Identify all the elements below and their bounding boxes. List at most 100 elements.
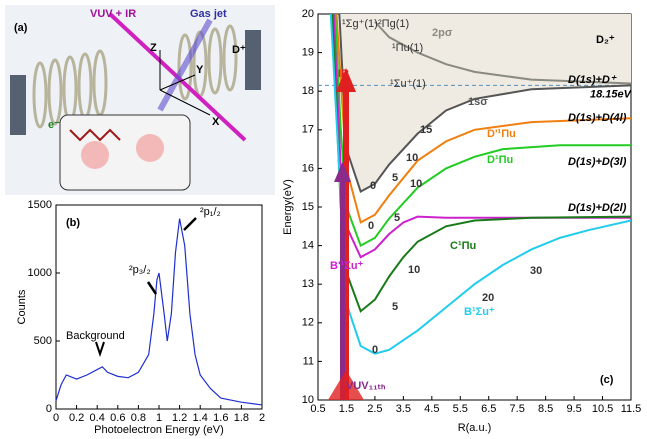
annotation: IR xyxy=(338,68,349,80)
x-tick-label: 1 xyxy=(156,412,162,424)
y-tick-label: 10 xyxy=(302,394,314,406)
x-tick-label: 0.6 xyxy=(110,412,125,424)
panel-label: (c) xyxy=(600,374,614,386)
x-tick-label: 0.4 xyxy=(90,412,105,424)
illustration xyxy=(5,5,275,195)
y-tick-label: 15 xyxy=(302,201,314,213)
x-tick-label: 0 xyxy=(53,412,59,424)
annotation: 15 xyxy=(420,124,432,136)
annotation: 10 xyxy=(408,264,420,276)
annotation: D(1s)+D⁺ xyxy=(568,74,617,86)
y-tick-label: 16 xyxy=(302,162,314,174)
annotation: 0 xyxy=(368,220,374,232)
annotation: 20 xyxy=(482,292,494,304)
annotation: 0 xyxy=(372,344,378,356)
inset xyxy=(59,114,191,191)
x-tick-label: 2 xyxy=(259,412,265,424)
x-tick-label: 9.5 xyxy=(566,403,581,415)
continuum-shade xyxy=(339,14,631,192)
x-tick-label: 8.5 xyxy=(538,403,553,415)
annotation: ²p₃/₂ xyxy=(129,264,151,276)
ion xyxy=(136,134,164,162)
arrow xyxy=(183,217,197,231)
plot-area xyxy=(318,14,631,355)
threshold-label: 18.15eV xyxy=(590,88,633,100)
arrow-base xyxy=(328,370,364,400)
annotation: ¹Σu⁺(1) xyxy=(390,78,426,90)
x-tick-label: 1.5 xyxy=(339,403,354,415)
x-tick-label: 4.5 xyxy=(424,403,439,415)
field xyxy=(69,128,121,142)
axis-y xyxy=(159,74,196,91)
annotation: D(1s)+D(3l) xyxy=(568,156,627,168)
y-tick-label: 18 xyxy=(302,85,314,97)
axis-x xyxy=(159,89,211,116)
vuv-arrow-head xyxy=(334,162,351,182)
annotation: 5 xyxy=(392,172,398,184)
arrow xyxy=(146,281,158,295)
y-tick-label: 11 xyxy=(303,355,314,367)
vuv-arrow xyxy=(340,180,345,400)
annotation: 0 xyxy=(370,180,376,192)
x-tick-label: 2.5 xyxy=(367,403,382,415)
detector xyxy=(245,30,261,90)
series-label: B¹Σu⁺ xyxy=(464,306,495,318)
annotation: 30 xyxy=(530,265,542,277)
series-line xyxy=(338,14,631,194)
annotation: 10 xyxy=(406,152,418,164)
annotation: ¹Πu(1) xyxy=(392,42,423,54)
y-axis-label: Counts xyxy=(16,289,28,324)
annotation: ²p₁/₂ xyxy=(200,206,221,218)
series-label: 1sσ xyxy=(468,96,488,108)
panel-label: (a) xyxy=(14,22,28,34)
annotation: D(1s)+D(4l) xyxy=(568,112,627,124)
annotation: Background xyxy=(66,330,125,342)
illustration-label: Y xyxy=(196,64,204,76)
x-tick-label: 1.2 xyxy=(172,412,187,424)
illustration-label: Z xyxy=(150,42,157,54)
gas-jet xyxy=(157,18,213,112)
annotation: 5 xyxy=(392,301,398,313)
annotation: D(1s)+D(2l) xyxy=(568,202,627,214)
annotation: ²Πg(1) xyxy=(378,18,409,30)
series-label: D'¹Πu xyxy=(487,128,516,140)
y-tick-label: 19 xyxy=(302,47,314,59)
illustration-label: X xyxy=(212,116,220,128)
x-tick-label: 7.5 xyxy=(510,403,525,415)
x-tick-label: 1.4 xyxy=(193,412,208,424)
x-tick-label: 11.5 xyxy=(621,403,642,415)
illustration-label: D⁺ xyxy=(232,44,246,56)
annotation: VUV₁₁ₜₕ xyxy=(346,380,386,392)
x-tick-label: 10.5 xyxy=(592,403,613,415)
illustration-label: VUV + IR xyxy=(90,8,136,20)
panel-label: (b) xyxy=(66,217,80,229)
y-tick-label: 1000 xyxy=(28,267,52,279)
illustration-label: e⁻ xyxy=(48,119,60,131)
y-tick-label: 0 xyxy=(46,403,52,415)
ir-arrow xyxy=(343,90,349,400)
x-axis-label: Photoelectron Energy (eV) xyxy=(94,424,224,436)
series-label: D¹Πu xyxy=(487,154,513,166)
annotation: ¹Σg⁺(1) xyxy=(342,18,378,30)
series-line xyxy=(329,14,631,355)
y-tick-label: 13 xyxy=(302,278,314,290)
series-label: C¹Πu xyxy=(450,240,476,252)
y-tick-label: 17 xyxy=(302,124,314,136)
series-line xyxy=(55,218,263,406)
x-tick-label: 0.5 xyxy=(310,403,325,415)
ir-arrow-head xyxy=(336,68,356,92)
illustration-label: Gas jet xyxy=(190,8,227,20)
plot-frame xyxy=(55,204,263,410)
y-tick-label: 12 xyxy=(302,317,314,329)
y-tick-label: 14 xyxy=(302,240,314,252)
x-tick-label: 3.5 xyxy=(396,403,411,415)
arrow xyxy=(95,341,105,358)
annotation: 5 xyxy=(394,212,400,224)
y-tick-label: 1500 xyxy=(28,199,52,211)
y-tick-label: 20 xyxy=(302,8,314,20)
y-axis-label: Energy(eV) xyxy=(282,179,294,235)
x-tick-label: 1.8 xyxy=(234,412,249,424)
x-axis-label: R(a.u.) xyxy=(458,422,492,434)
x-tick-label: 5.5 xyxy=(453,403,468,415)
